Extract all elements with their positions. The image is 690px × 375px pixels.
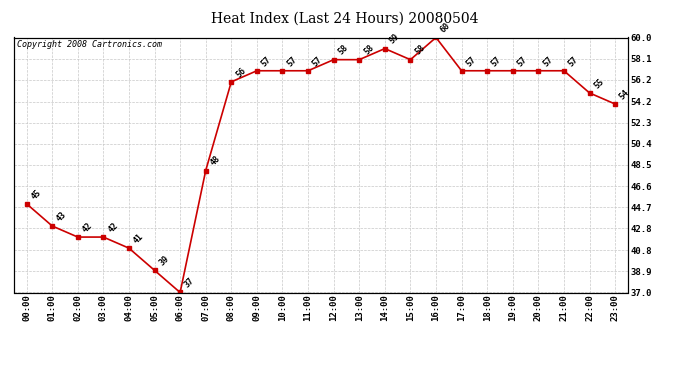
Text: 43: 43	[55, 210, 68, 223]
Text: 58: 58	[337, 44, 350, 57]
Text: 57: 57	[541, 54, 555, 68]
Text: 57: 57	[515, 54, 529, 68]
Text: 55: 55	[592, 77, 606, 90]
Text: 60: 60	[439, 21, 452, 35]
Text: 54: 54	[618, 88, 631, 101]
Text: 57: 57	[285, 54, 299, 68]
Text: 57: 57	[490, 54, 504, 68]
Text: 48: 48	[208, 154, 222, 168]
Text: 58: 58	[362, 44, 375, 57]
Text: 41: 41	[132, 232, 145, 245]
Text: 39: 39	[157, 254, 170, 267]
Text: 57: 57	[566, 54, 580, 68]
Text: 57: 57	[259, 54, 273, 68]
Text: 58: 58	[413, 44, 426, 57]
Text: 57: 57	[310, 54, 324, 68]
Text: 56: 56	[234, 66, 248, 79]
Text: 42: 42	[106, 221, 119, 234]
Text: 37: 37	[183, 276, 197, 290]
Text: 57: 57	[464, 54, 477, 68]
Text: 42: 42	[81, 221, 94, 234]
Text: Copyright 2008 Cartronics.com: Copyright 2008 Cartronics.com	[17, 40, 162, 49]
Text: 45: 45	[30, 188, 43, 201]
Text: 59: 59	[388, 32, 401, 46]
Text: Heat Index (Last 24 Hours) 20080504: Heat Index (Last 24 Hours) 20080504	[211, 11, 479, 25]
